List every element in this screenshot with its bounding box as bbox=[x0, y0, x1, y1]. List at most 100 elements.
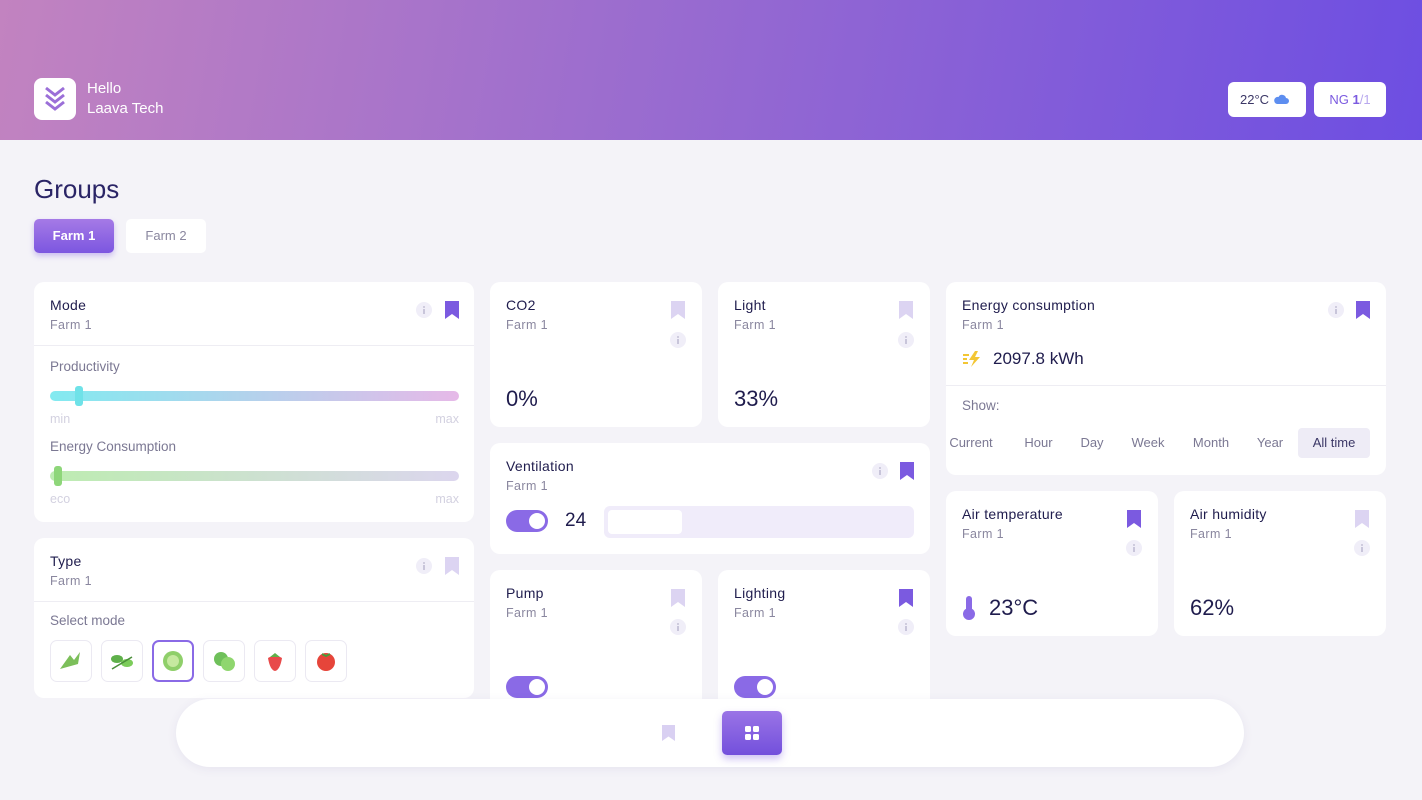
toggle[interactable] bbox=[734, 676, 776, 698]
period-tab[interactable]: Month bbox=[1192, 435, 1230, 450]
crop-option-selected[interactable] bbox=[152, 640, 194, 682]
light-card: Light Farm 1 33% bbox=[718, 282, 930, 427]
cloud-icon bbox=[1273, 94, 1289, 104]
logo-icon bbox=[45, 86, 65, 111]
group-tab[interactable]: Farm 1 bbox=[34, 219, 114, 253]
thermometer-icon bbox=[963, 596, 975, 620]
slider-label: Productivity bbox=[50, 359, 120, 374]
crop-option[interactable] bbox=[203, 640, 245, 682]
network-current: 1 bbox=[1352, 92, 1360, 107]
crop-option[interactable] bbox=[101, 640, 143, 682]
bookmark[interactable] bbox=[671, 301, 685, 319]
crop-option[interactable] bbox=[50, 640, 92, 682]
card-title: Type bbox=[50, 553, 82, 569]
divider bbox=[34, 601, 474, 602]
info-icon[interactable] bbox=[416, 302, 432, 318]
weather-text: 22°C bbox=[1240, 92, 1270, 107]
air-temperature-card: Air temperature Farm 1 23°C bbox=[946, 491, 1158, 636]
bookmark[interactable] bbox=[899, 589, 913, 607]
toggle[interactable] bbox=[506, 676, 548, 698]
nav-dashboard[interactable] bbox=[722, 711, 782, 755]
energy-icon bbox=[963, 351, 980, 367]
period-tab[interactable]: Week bbox=[1131, 435, 1165, 450]
network[interactable]: NG 1/1 bbox=[1314, 82, 1386, 117]
air-humidity-card: Air humidity Farm 1 62% bbox=[1174, 491, 1386, 636]
card-title: CO2 bbox=[506, 297, 536, 313]
bookmark[interactable] bbox=[1356, 301, 1370, 319]
info-icon[interactable] bbox=[670, 332, 686, 348]
period-tab[interactable]: Hour bbox=[1024, 435, 1053, 450]
crop-option[interactable] bbox=[254, 640, 296, 682]
slider-knob[interactable] bbox=[75, 386, 83, 406]
info-icon[interactable] bbox=[670, 619, 686, 635]
prompt: Select mode bbox=[50, 613, 126, 628]
toggle[interactable] bbox=[506, 510, 548, 532]
network-total: /1 bbox=[1359, 92, 1371, 107]
card-title: Lighting bbox=[734, 585, 786, 601]
bookmark[interactable] bbox=[1355, 510, 1369, 528]
card-subtitle: Farm 1 bbox=[734, 318, 776, 332]
energy-value: 2097.8 kWh bbox=[993, 349, 1084, 368]
grid-icon bbox=[745, 726, 759, 740]
bookmark[interactable] bbox=[445, 301, 459, 319]
card-subtitle: Farm 1 bbox=[962, 527, 1004, 541]
bookmark[interactable] bbox=[445, 557, 459, 575]
bookmark[interactable] bbox=[899, 301, 913, 319]
period-tab[interactable]: Current bbox=[949, 435, 993, 450]
card-subtitle: Farm 1 bbox=[50, 574, 92, 588]
pump-card: Pump Farm 1 bbox=[490, 570, 702, 710]
info-icon[interactable] bbox=[898, 332, 914, 348]
card-subtitle: Farm 1 bbox=[50, 318, 92, 332]
weather[interactable]: 22°C bbox=[1228, 82, 1306, 117]
card-title: Light bbox=[734, 297, 766, 313]
slider-knob[interactable] bbox=[54, 466, 62, 486]
user-name: Laava Tech bbox=[87, 100, 164, 117]
energy-card: Energy consumption Farm 1 2097.8 kWh Sho… bbox=[946, 282, 1386, 475]
card-title: Ventilation bbox=[506, 458, 574, 474]
group-tab[interactable]: Farm 2 bbox=[126, 219, 206, 253]
ventilation-card: Ventilation Farm 1 24 bbox=[490, 443, 930, 554]
card-title: Air temperature bbox=[962, 506, 1063, 522]
divider bbox=[34, 345, 474, 346]
ventilation-value: 24 bbox=[565, 510, 587, 531]
card-subtitle: Farm 1 bbox=[734, 606, 776, 620]
logo[interactable] bbox=[34, 78, 76, 120]
bottom-nav bbox=[176, 699, 1244, 767]
info-icon[interactable] bbox=[1354, 540, 1370, 556]
ventilation-track[interactable] bbox=[604, 506, 914, 538]
type-card: Type Farm 1 Select mode bbox=[34, 538, 474, 698]
value: 0% bbox=[506, 386, 538, 411]
period-tab-active[interactable]: All time bbox=[1298, 428, 1370, 458]
bookmark[interactable] bbox=[1127, 510, 1141, 528]
info-icon[interactable] bbox=[872, 463, 888, 479]
divider bbox=[946, 385, 1386, 386]
toggle-knob bbox=[529, 679, 545, 695]
crop-option[interactable] bbox=[305, 640, 347, 682]
info-icon[interactable] bbox=[1328, 302, 1344, 318]
value: 62% bbox=[1190, 595, 1235, 620]
slider-min: eco bbox=[50, 492, 71, 506]
slider-label: Energy Consumption bbox=[50, 439, 177, 454]
info-icon[interactable] bbox=[416, 558, 432, 574]
bookmark[interactable] bbox=[900, 462, 914, 480]
nav-bookmarks[interactable] bbox=[662, 725, 675, 741]
card-title: Mode bbox=[50, 297, 87, 313]
info-icon[interactable] bbox=[898, 619, 914, 635]
card-subtitle: Farm 1 bbox=[506, 479, 548, 493]
card-subtitle: Farm 1 bbox=[506, 318, 548, 332]
mode-card: Mode Farm 1 Productivity min max Energy … bbox=[34, 282, 474, 522]
period-tab[interactable]: Year bbox=[1256, 435, 1284, 450]
card-subtitle: Farm 1 bbox=[1190, 527, 1232, 541]
header: Hello Laava Tech 22°C NG 1/1 bbox=[0, 0, 1422, 140]
slider-max: max bbox=[435, 412, 459, 426]
bookmark[interactable] bbox=[671, 589, 685, 607]
info-icon[interactable] bbox=[1126, 540, 1142, 556]
groups-title: Groups bbox=[34, 174, 120, 204]
slider-track bbox=[50, 391, 459, 401]
co2-card: CO2 Farm 1 0% bbox=[490, 282, 702, 427]
network-label: NG bbox=[1329, 92, 1349, 107]
show-label: Show: bbox=[962, 398, 1000, 413]
card-title: Pump bbox=[506, 585, 544, 601]
period-tab[interactable]: Day bbox=[1080, 435, 1104, 450]
